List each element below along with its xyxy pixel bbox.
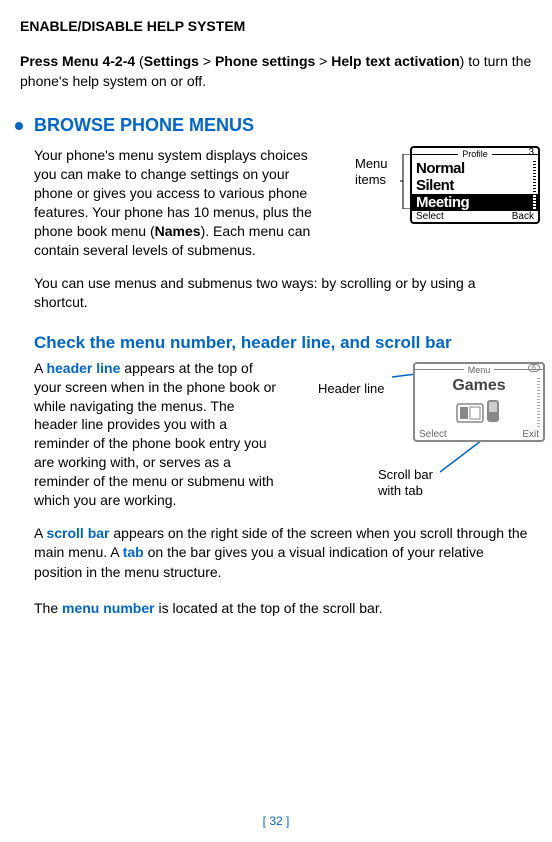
- menu-number-paragraph: The menu number is located at the top of…: [20, 599, 532, 619]
- screen2-softkeys: Select Exit: [415, 429, 543, 440]
- p4-a: The: [34, 600, 62, 616]
- menu-path-prefix: Press Menu 4-2-4: [20, 53, 135, 69]
- phone-screen-games: Menu 6 Games Select Exit: [413, 362, 545, 442]
- menu-item-silent: Silent: [412, 177, 538, 194]
- menu-item-normal: Normal: [412, 160, 538, 177]
- paren-open: (: [135, 53, 144, 69]
- menu-label-text: Menu: [464, 365, 495, 375]
- enable-heading: ENABLE/DISABLE HELP SYSTEM: [20, 18, 532, 34]
- settings-word: Settings: [144, 53, 199, 69]
- select-softkey: Select: [416, 211, 444, 222]
- scroll-bar-callout: Scroll bar with tab: [378, 467, 433, 500]
- p3-a: A: [34, 525, 46, 541]
- check-heading: Check the menu number, header line, and …: [20, 333, 532, 353]
- games-title: Games: [415, 376, 543, 396]
- scroll-bar-term: scroll bar: [46, 525, 109, 541]
- profile-label: Profile: [458, 149, 492, 159]
- check-p-a: A: [34, 360, 46, 376]
- header-line-left: [412, 154, 458, 155]
- page-number: [ 32 ]: [0, 814, 552, 828]
- sep1: >: [199, 53, 215, 69]
- browse-heading-text: BROWSE PHONE MENUS: [34, 115, 254, 135]
- scroll-bar-paragraph: A scroll bar appears on the right side o…: [20, 524, 532, 583]
- screen1-scrollbar: [533, 161, 536, 209]
- phone-screen-profile: Profile 3 Normal Silent Meeting Select B…: [410, 146, 540, 224]
- select-softkey-2: Select: [419, 429, 447, 440]
- browse-heading: BROWSE PHONE MENUS: [20, 115, 532, 136]
- check-p-c: appears at the top of your screen when i…: [34, 360, 276, 508]
- screen2-header: Menu 6: [415, 364, 543, 376]
- header-line-callout: Header line: [318, 381, 385, 396]
- menu-number-6: 6: [528, 364, 540, 372]
- games-icon: [415, 398, 543, 426]
- scroll-label-1: Scroll bar: [378, 467, 433, 482]
- tab-term: tab: [123, 544, 144, 560]
- menu-number-term: menu number: [62, 600, 155, 616]
- screen2-scrollbar: [537, 378, 540, 428]
- menu-label-1: Menu: [355, 156, 388, 171]
- menus-usage-paragraph: You can use menus and submenus two ways:…: [20, 274, 532, 313]
- help-activation-word: Help text activation: [331, 53, 459, 69]
- profile-number: 3: [528, 147, 534, 158]
- screen1-softkeys: Select Back: [412, 211, 538, 222]
- header-line-left-2: [415, 369, 464, 370]
- sep2: >: [315, 53, 331, 69]
- scroll-label-2: with tab: [378, 483, 423, 498]
- header-line-term: header line: [46, 360, 120, 376]
- check-paragraph: A header line appears at the top of your…: [20, 359, 278, 510]
- screen1-header: Profile 3: [412, 148, 538, 160]
- menu-item-meeting: Meeting: [412, 194, 538, 211]
- bullet-icon: [15, 122, 23, 130]
- menu-items-label: Menu items: [355, 156, 388, 189]
- phone-settings-word: Phone settings: [215, 53, 315, 69]
- p4-c: is located at the top of the scroll bar.: [155, 600, 383, 616]
- back-softkey: Back: [512, 211, 534, 222]
- menu-label-2: items: [355, 172, 386, 187]
- check-section: A header line appears at the top of your…: [20, 359, 532, 510]
- enable-paragraph: Press Menu 4-2-4 (Settings > Phone setti…: [20, 52, 532, 91]
- bracket-icon: [400, 154, 408, 209]
- exit-softkey: Exit: [522, 429, 539, 440]
- browse-section: Your phone's menu system displays choice…: [20, 146, 532, 259]
- names-word: Names: [155, 223, 201, 239]
- browse-paragraph: Your phone's menu system displays choice…: [20, 146, 330, 259]
